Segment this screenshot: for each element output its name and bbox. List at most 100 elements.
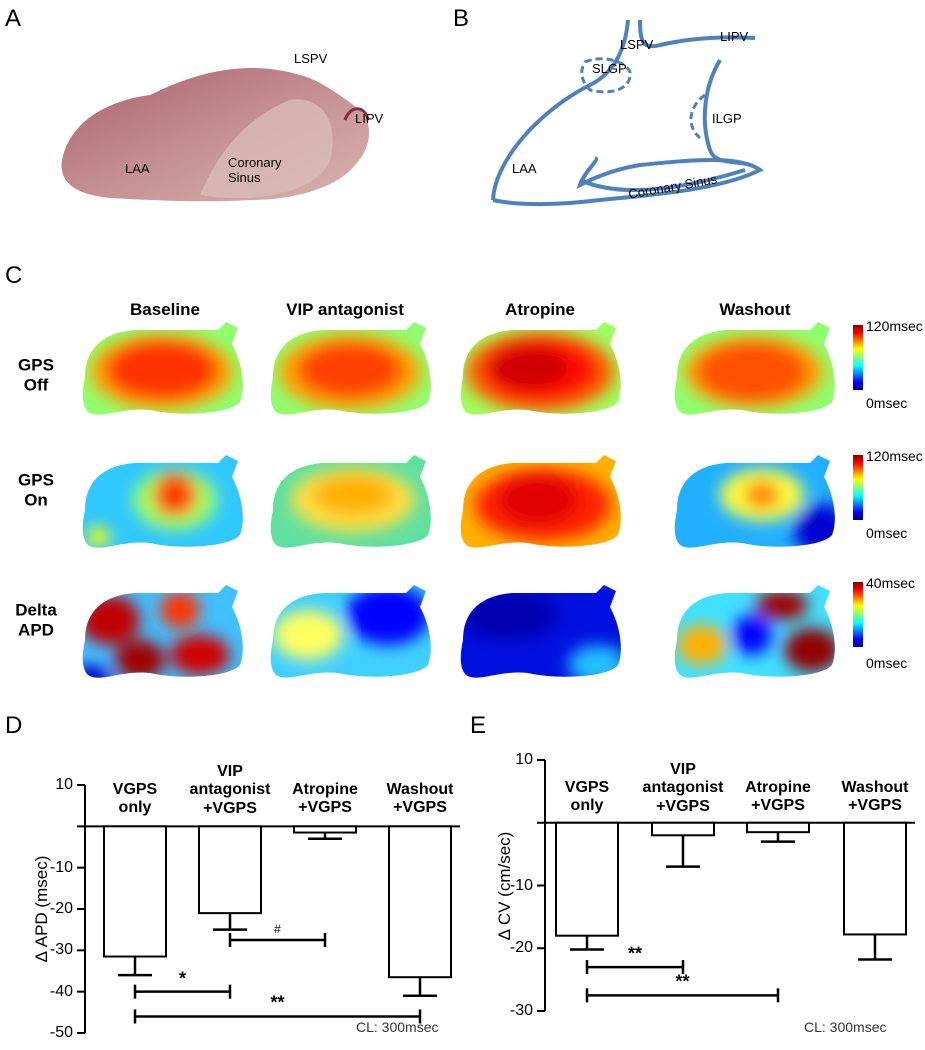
y-tick-label: -10 <box>509 876 533 894</box>
bar <box>388 825 452 979</box>
colorbar <box>853 325 863 390</box>
colorbar-min: 0msec <box>866 525 908 541</box>
y-tick-label: -20 <box>509 939 533 957</box>
y-tick-label: -40 <box>49 982 73 1000</box>
heatmap-spots <box>82 592 230 678</box>
row-label: GPS On <box>18 470 54 509</box>
heatmap-spots <box>291 468 415 532</box>
y-tick-label: -30 <box>509 1001 533 1019</box>
heatmap-spot <box>794 504 835 548</box>
heatmap <box>460 322 621 415</box>
heatmap <box>674 455 835 548</box>
heatmap <box>270 455 431 548</box>
heatmap-spots <box>475 469 611 541</box>
heatmap-spot <box>313 475 393 515</box>
panel-letter: B <box>453 5 470 32</box>
heatmap <box>82 455 243 548</box>
significance-label: ** <box>627 943 643 964</box>
label: LIPV <box>720 29 749 44</box>
y-tick-label: -30 <box>49 941 73 959</box>
schematic <box>491 19 764 207</box>
heatmap <box>460 455 621 548</box>
category-label: Washout +VGPS <box>841 779 909 815</box>
heatmap <box>674 322 835 415</box>
label: LSPV <box>620 37 654 52</box>
row-label: GPS Off <box>18 355 54 394</box>
y-axis-label: Δ CV (cm/sec) <box>495 831 515 940</box>
y-tick-label: 10 <box>55 775 73 793</box>
heatmap-spots <box>273 585 430 660</box>
heatmap-spot <box>756 590 808 620</box>
label: ILGP <box>712 111 742 126</box>
bar <box>843 821 907 936</box>
heatmap-spot <box>460 590 558 640</box>
heatmap-spot <box>784 628 835 672</box>
colorbar <box>853 582 863 647</box>
heatmap-spot <box>160 592 200 628</box>
annotation: CL: 300msec <box>804 1019 887 1035</box>
y-tick-label: 10 <box>515 750 533 768</box>
y-tick-label: -20 <box>49 899 73 917</box>
bar <box>198 825 262 915</box>
heatmap-spot <box>498 475 578 525</box>
colorbar-min: 0msec <box>866 395 908 411</box>
heatmap-spot <box>153 473 197 517</box>
heatmap-spot <box>86 527 110 547</box>
heatmap-spot <box>82 665 110 678</box>
y-axis-label: Δ APD (msec) <box>32 855 52 963</box>
bar <box>555 821 619 937</box>
row-label: Delta APD <box>15 600 57 639</box>
annotation: CL: 300msec <box>356 1019 439 1035</box>
colorbar <box>853 455 863 520</box>
category-label: VGPS only <box>112 781 158 817</box>
outline <box>492 156 764 207</box>
category-label: Washout +VGPS <box>386 781 454 817</box>
heatmap-spots <box>684 336 824 408</box>
colorbar-max: 120msec <box>866 448 923 464</box>
column-header: VIP antagonist <box>286 300 404 319</box>
category-label: VIP antagonist +VGPS <box>642 760 724 815</box>
heatmap-spot <box>697 342 807 402</box>
heatmap-spot <box>568 645 621 678</box>
significance-label: # <box>274 922 281 937</box>
column-header: Baseline <box>130 300 200 319</box>
heatmap-spots <box>86 470 217 547</box>
heatmaps <box>82 322 835 678</box>
category-label: VGPS only <box>564 779 610 815</box>
heatmap <box>270 322 431 415</box>
significance-label: ** <box>270 992 285 1013</box>
heatmap-spot <box>744 481 780 509</box>
ilgp-outline <box>689 93 706 140</box>
category-label: VIP antagonist +VGPS <box>189 762 271 817</box>
colorbar-max: 40msec <box>866 575 916 591</box>
slgp-outline <box>580 57 632 94</box>
heatmap-spot <box>346 585 430 645</box>
heatmap <box>460 585 621 678</box>
colorbar-min: 0msec <box>866 655 908 671</box>
heatmap <box>82 585 243 678</box>
heatmap-spot <box>677 625 727 665</box>
vein-mark <box>343 107 370 121</box>
heatmap-spot <box>82 595 140 645</box>
bar <box>746 821 810 834</box>
panel-letter: C <box>5 262 23 289</box>
colorbar-max: 120msec <box>866 318 923 334</box>
heatmap-spot <box>488 345 568 389</box>
heatmap-spots <box>90 334 234 410</box>
heatmap-spots <box>677 590 835 672</box>
heatmap <box>82 322 243 415</box>
label: LIPV <box>355 111 384 126</box>
heatmap-spot <box>106 340 218 400</box>
label: LAA <box>512 161 537 176</box>
bar <box>103 825 167 958</box>
heatmap-spot <box>170 635 230 675</box>
label: Coronary Sinus <box>228 155 282 185</box>
tissue-highlight <box>200 99 333 199</box>
heatmap <box>674 585 835 678</box>
category-label: Atropine +VGPS <box>292 781 358 817</box>
label: SLGP <box>592 61 627 76</box>
significance-label: ** <box>675 971 690 992</box>
column-header: Atropine <box>505 300 575 319</box>
